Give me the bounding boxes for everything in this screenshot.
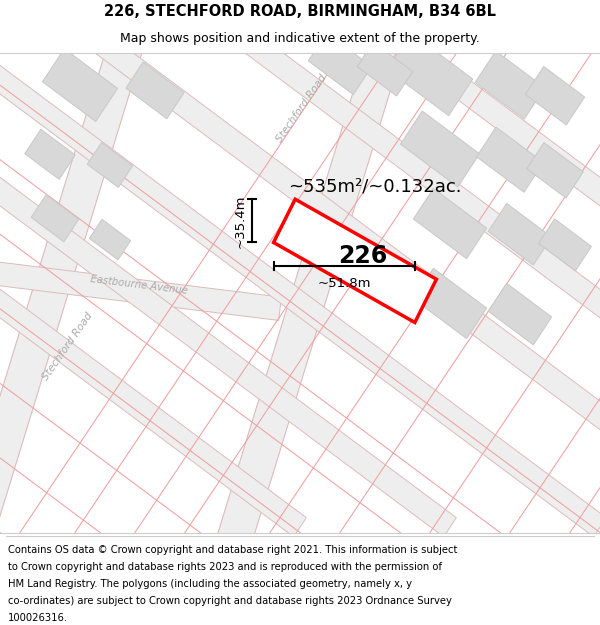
- Polygon shape: [126, 62, 184, 119]
- Polygon shape: [344, 0, 600, 537]
- Text: co-ordinates) are subject to Crown copyright and database rights 2023 Ordnance S: co-ordinates) are subject to Crown copyr…: [8, 596, 452, 606]
- Polygon shape: [0, 0, 307, 537]
- Polygon shape: [194, 0, 600, 537]
- Text: 226, STECHFORD ROAD, BIRMINGHAM, B34 6BL: 226, STECHFORD ROAD, BIRMINGHAM, B34 6BL: [104, 4, 496, 19]
- Polygon shape: [25, 129, 75, 179]
- Polygon shape: [87, 142, 133, 188]
- Polygon shape: [214, 26, 407, 559]
- Polygon shape: [0, 26, 146, 559]
- Polygon shape: [31, 194, 79, 242]
- Polygon shape: [387, 33, 473, 116]
- Text: Eastbourne Avenue: Eastbourne Avenue: [90, 274, 188, 296]
- Polygon shape: [413, 268, 487, 339]
- Polygon shape: [539, 219, 592, 271]
- Polygon shape: [476, 127, 544, 192]
- Polygon shape: [0, 0, 600, 537]
- Polygon shape: [527, 142, 583, 198]
- Text: ~35.4m: ~35.4m: [233, 194, 247, 248]
- Polygon shape: [526, 66, 584, 125]
- Text: Map shows position and indicative extent of the property.: Map shows position and indicative extent…: [120, 32, 480, 45]
- Text: ~51.8m: ~51.8m: [317, 277, 371, 289]
- Polygon shape: [274, 199, 436, 322]
- Polygon shape: [488, 204, 552, 265]
- Text: 226: 226: [338, 244, 388, 268]
- Polygon shape: [44, 0, 600, 537]
- Polygon shape: [488, 283, 552, 345]
- Text: 100026316.: 100026316.: [8, 613, 68, 623]
- Text: HM Land Registry. The polygons (including the associated geometry, namely x, y: HM Land Registry. The polygons (includin…: [8, 579, 412, 589]
- Text: to Crown copyright and database rights 2023 and is reproduced with the permissio: to Crown copyright and database rights 2…: [8, 562, 442, 572]
- Polygon shape: [400, 111, 479, 187]
- Polygon shape: [89, 219, 131, 260]
- Polygon shape: [475, 51, 545, 119]
- Text: Contains OS data © Crown copyright and database right 2021. This information is : Contains OS data © Crown copyright and d…: [8, 544, 457, 554]
- Polygon shape: [0, 260, 281, 321]
- Text: Stechford Road: Stechford Road: [275, 72, 329, 144]
- Polygon shape: [358, 42, 413, 96]
- Polygon shape: [0, 0, 457, 537]
- Text: Stechford Road: Stechford Road: [41, 311, 95, 382]
- Polygon shape: [413, 189, 487, 259]
- Text: ~535m²/~0.132ac.: ~535m²/~0.132ac.: [288, 177, 462, 195]
- Polygon shape: [308, 33, 372, 94]
- Polygon shape: [43, 49, 118, 121]
